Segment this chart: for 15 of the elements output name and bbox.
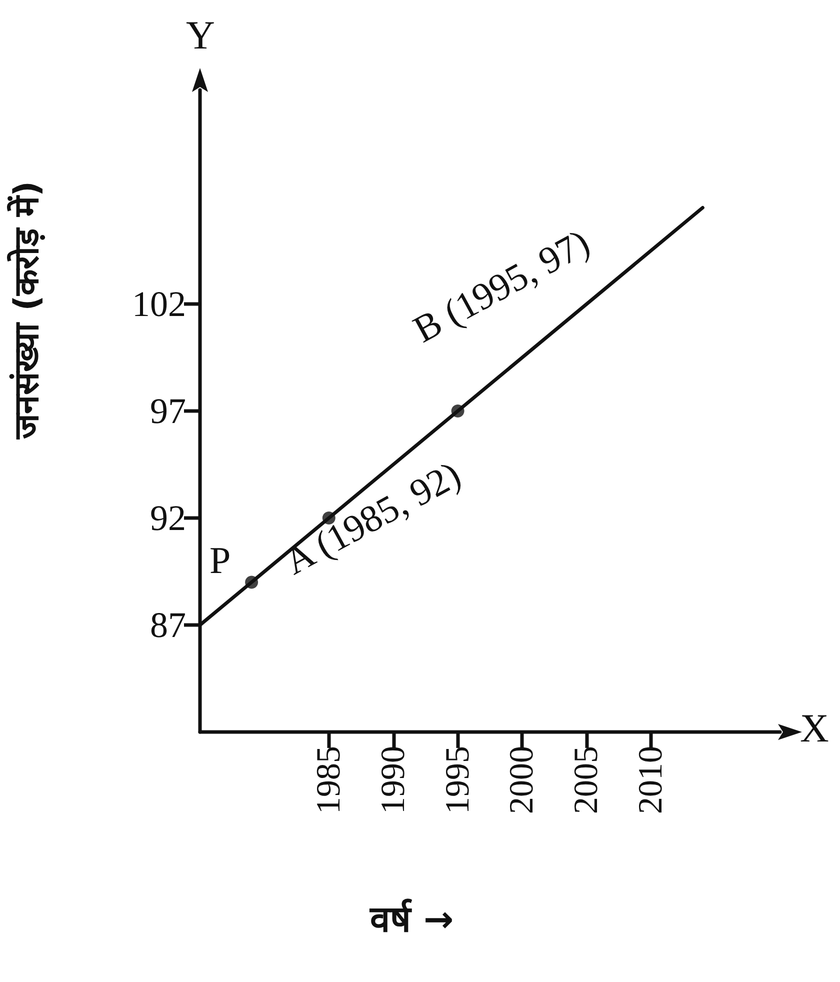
y-axis-title: जनसंख्या (करोड़ में) [6, 180, 47, 440]
x-tick-label: 1985 [310, 746, 348, 814]
x-tick-label: 1995 [439, 746, 476, 814]
y-tick-label: 92 [150, 498, 186, 538]
y-tick-label: 97 [150, 391, 186, 431]
x-tick-label: 2010 [632, 746, 670, 814]
y-tick-label: 87 [150, 605, 186, 645]
text: X [800, 706, 829, 750]
text: Y [186, 12, 215, 58]
x-tick-label: 2000 [504, 746, 541, 814]
y-tick-label: 102 [132, 284, 186, 324]
x-axis-title: वर्ष → [369, 898, 454, 940]
annotation: P [210, 540, 231, 582]
x-tick-label: 2005 [568, 746, 606, 814]
x-tick-label: 1990 [374, 746, 412, 814]
